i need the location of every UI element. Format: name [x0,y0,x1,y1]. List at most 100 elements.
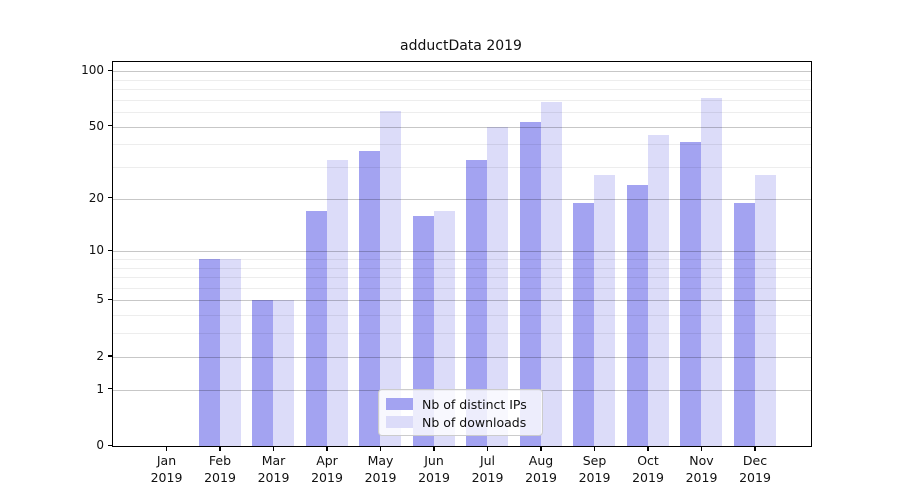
bar-nb-of-downloads [647,135,669,446]
bar-nb-of-downloads [487,126,508,446]
gridline-minor [113,89,811,91]
x-tick-label: Oct 2019 [618,453,678,486]
x-tick-mark [219,446,221,451]
x-tick-mark [754,446,756,451]
x-tick-label: Feb 2019 [190,453,250,486]
x-tick-label: Aug 2019 [511,453,571,486]
plot-inner [113,62,811,446]
bar-nb-of-distinct-ips [252,300,273,446]
y-tick-mark [107,125,112,127]
y-tick-label: 100 [81,63,104,78]
legend-swatch-downloads [386,416,413,428]
x-tick-label: Sep 2019 [565,453,625,486]
legend: Nb of distinct IPs Nb of downloads [378,389,543,436]
x-tick-label: Apr 2019 [297,453,357,486]
bar-nb-of-downloads [380,110,401,446]
bar-nb-of-downloads [219,258,241,446]
chart-title: adductData 2019 [400,38,522,54]
y-tick-mark [107,444,112,446]
y-tick-mark [107,69,112,71]
y-tick-label: 0 [96,438,104,452]
x-tick-mark [540,446,542,451]
bar-nb-of-distinct-ips [626,184,648,446]
bar-nb-of-distinct-ips [359,150,380,446]
x-tick-year: 2019 [632,469,664,485]
bar-nb-of-downloads [326,159,348,446]
x-tick-month: Feb [208,453,232,468]
bar-nb-of-distinct-ips [573,202,594,446]
x-tick-year: 2019 [685,469,718,485]
legend-label-distinct-ips: Nb of distinct IPs [422,396,527,412]
bar-nb-of-distinct-ips [412,215,434,446]
y-tick-mark [107,355,112,357]
y-tick-label: 5 [96,292,104,307]
x-tick-mark [272,446,275,451]
x-tick-mark [433,446,435,451]
bar-nb-of-downloads [540,102,562,446]
x-tick-mark [647,446,649,451]
x-tick-label: May 2019 [351,453,411,486]
y-tick-mark [107,388,112,390]
bar-nb-of-distinct-ips [680,142,701,446]
x-tick-label: Jan 2019 [137,453,197,486]
y-tick-label: 1 [96,381,104,396]
x-tick-month: Sep [582,453,607,468]
x-tick-month: Oct [637,453,659,468]
bar-nb-of-downloads [433,211,455,446]
legend-item-distinct-ips: Nb of distinct IPs [386,397,534,412]
x-tick-year: 2019 [150,469,183,485]
legend-swatch-distinct-ips [386,398,413,410]
x-tick-mark [326,446,328,451]
x-tick-label: Jun 2019 [404,453,464,486]
x-tick-month: Jun [424,453,444,468]
x-tick-label: Jul 2019 [458,453,518,486]
x-tick-year: 2019 [739,469,771,485]
x-tick-year: 2019 [525,469,557,485]
x-tick-month: Nov [689,453,714,468]
bar-nb-of-downloads [701,97,722,446]
plot-area [112,61,812,447]
bar-nb-of-downloads [594,175,615,446]
y-tick-mark [107,197,112,199]
x-tick-year: 2019 [418,469,450,485]
legend-item-downloads: Nb of downloads [386,415,534,430]
bar-nb-of-distinct-ips [466,159,487,446]
x-tick-month: Jul [479,453,496,468]
bar-nb-of-downloads [273,300,294,446]
x-tick-label: Dec 2019 [725,453,785,486]
x-tick-month: Apr [316,453,338,468]
x-tick-label: Mar 2019 [244,453,304,486]
gridline-major [113,71,811,73]
x-tick-month: Mar [261,453,286,468]
x-tick-mark [165,446,168,451]
x-tick-mark [486,446,489,451]
legend-label-downloads: Nb of downloads [422,414,527,430]
bar-nb-of-distinct-ips [519,121,541,446]
x-tick-month: Dec [742,453,768,468]
y-tick-label: 20 [88,190,104,205]
y-tick-label: 10 [88,243,104,258]
gridline-minor [113,79,811,81]
x-tick-year: 2019 [204,469,236,485]
x-tick-month: Jan [156,453,177,468]
bar-nb-of-distinct-ips [305,211,327,446]
x-tick-month: May [367,453,394,468]
x-tick-year: 2019 [257,469,290,485]
x-tick-month: Aug [528,453,554,468]
x-tick-mark [379,446,382,451]
x-tick-mark [593,446,596,451]
x-tick-mark [700,446,703,451]
bar-nb-of-downloads [754,175,776,446]
x-tick-year: 2019 [471,469,504,485]
bar-nb-of-distinct-ips [733,202,755,446]
x-tick-year: 2019 [311,469,343,485]
y-tick-mark [107,249,112,252]
x-tick-label: Nov 2019 [672,453,732,486]
y-tick-mark [107,298,112,301]
x-tick-year: 2019 [364,469,397,485]
y-tick-label: 50 [88,118,104,133]
bar-nb-of-distinct-ips [198,258,220,446]
x-tick-year: 2019 [578,469,611,485]
y-tick-label: 2 [96,348,104,363]
